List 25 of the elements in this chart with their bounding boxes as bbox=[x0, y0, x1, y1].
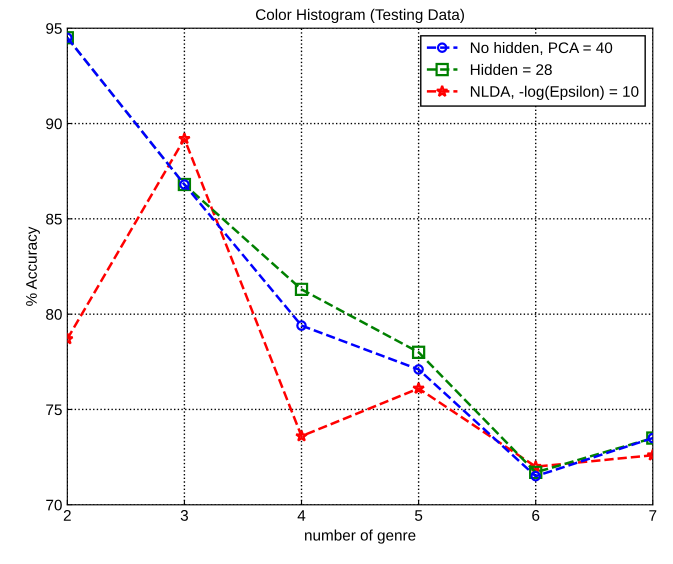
x-tick-label: 6 bbox=[532, 510, 540, 521]
y-tick-label: 95 bbox=[46, 23, 62, 34]
y-tick-label: 70 bbox=[46, 500, 62, 510]
chart-title: Color Histogram (Testing Data) bbox=[256, 8, 464, 24]
x-tick-label: 4 bbox=[298, 510, 306, 521]
x-tick-label: 5 bbox=[414, 510, 422, 521]
legend-label: Hidden = 28 bbox=[470, 64, 552, 76]
legend-label: No hidden, PCA = 40 bbox=[470, 42, 612, 55]
y-tick-label: 80 bbox=[46, 309, 62, 320]
y-axis-title: % Accuracy bbox=[26, 226, 40, 306]
x-tick-label: 7 bbox=[649, 510, 656, 521]
x-axis-title: number of genre bbox=[305, 529, 416, 544]
point bbox=[295, 429, 308, 442]
point bbox=[412, 382, 425, 394]
point bbox=[530, 470, 541, 482]
x-tick-label: 3 bbox=[180, 510, 188, 521]
point bbox=[412, 346, 426, 359]
point bbox=[296, 320, 307, 331]
x-tick-label: 2 bbox=[64, 510, 71, 521]
y-tick-label: 90 bbox=[46, 118, 62, 130]
y-tick-label: 85 bbox=[46, 214, 62, 225]
legend-label: NLDA, -log(Epsilon) = 10 bbox=[470, 86, 638, 100]
point bbox=[294, 282, 308, 296]
point bbox=[413, 364, 424, 375]
y-tick-label: 75 bbox=[46, 404, 62, 416]
